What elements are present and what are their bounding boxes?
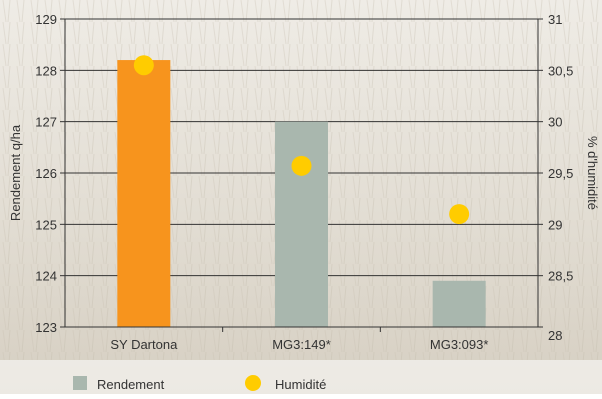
x-tick-label: SY Dartona <box>110 337 178 352</box>
legend-rendement-swatch <box>73 376 87 390</box>
left-tick-label: 129 <box>35 12 57 27</box>
right-tick-label: 29 <box>548 217 562 232</box>
left-tick-label: 126 <box>35 166 57 181</box>
right-tick-label: 30 <box>548 115 562 130</box>
x-tick-label: MG3:093* <box>430 337 489 352</box>
humidity-marker <box>291 155 312 176</box>
humidity-marker <box>133 55 154 76</box>
right-tick-label: 28 <box>548 328 562 343</box>
x-tick-label: MG3:149* <box>272 337 331 352</box>
legend-rendement-label: Rendement <box>97 377 165 392</box>
legend-band <box>0 360 602 394</box>
y-axis-title: Rendement q/ha <box>8 124 23 221</box>
legend-humidite-swatch <box>245 375 261 391</box>
right-tick-label: 28,5 <box>548 269 573 284</box>
left-tick-label: 124 <box>35 269 57 284</box>
bar-rendement <box>275 121 328 328</box>
left-tick-label: 123 <box>35 320 57 335</box>
right-tick-label: 31 <box>548 12 562 27</box>
humidity-marker <box>449 204 470 225</box>
axes <box>60 18 543 332</box>
legend-humidite-label: Humidité <box>275 377 326 392</box>
axis-labels: 123 124 125 126 127 128 129 28 28,5 29 29,5 30 30,5 3… <box>8 12 600 352</box>
left-tick-label: 128 <box>35 63 57 78</box>
bar-rendement <box>117 60 171 328</box>
right-tick-label: 29,5 <box>548 166 573 181</box>
right-tick-label: 30,5 <box>548 63 573 78</box>
bar-rendement <box>432 280 486 327</box>
bars <box>117 60 486 328</box>
left-tick-label: 125 <box>35 217 57 232</box>
legend: Rendement Humidité <box>73 375 326 392</box>
humidity-markers <box>133 55 470 225</box>
left-tick-label: 127 <box>35 115 57 130</box>
y2-axis-title: % d'humidité <box>585 136 600 210</box>
